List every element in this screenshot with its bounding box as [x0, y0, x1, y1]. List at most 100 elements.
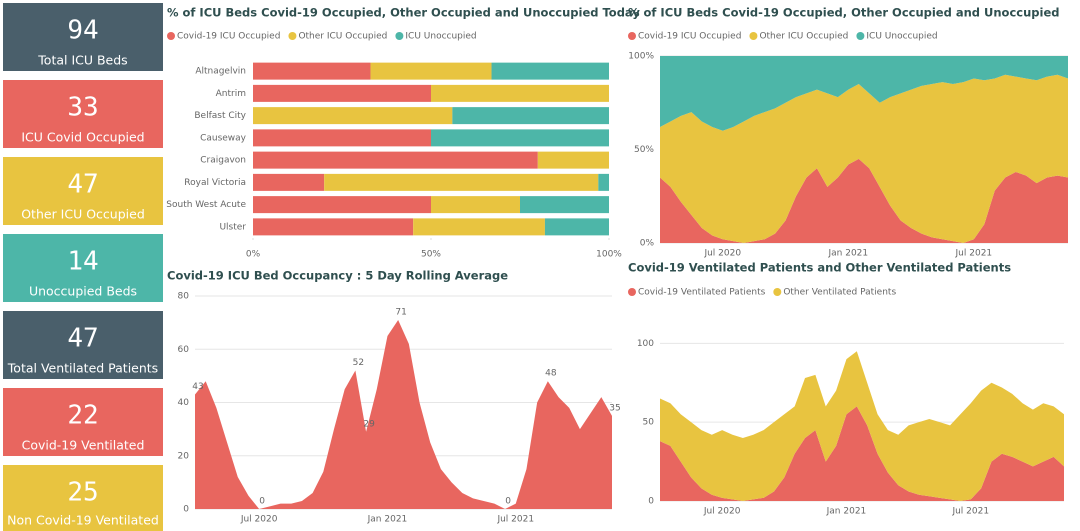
- area: [660, 74, 1068, 243]
- y-tick-label: Causeway: [200, 133, 247, 143]
- kpi-label: Total Ventilated Patients: [7, 361, 158, 376]
- y-tick-label: Royal Victoria: [184, 178, 246, 188]
- y-tick-label: Antrim: [216, 89, 246, 99]
- x-tick-label: 0%: [246, 250, 261, 260]
- x-tick-label: Jul 2020: [240, 515, 278, 525]
- area: [660, 56, 1068, 131]
- data-label: 0: [259, 497, 265, 507]
- x-tick-label: Jul 2020: [703, 249, 741, 259]
- legend-marker: [628, 32, 636, 40]
- legend-label: Other Ventilated Patients: [783, 288, 896, 298]
- kpi-label: ICU Covid Occupied: [21, 130, 144, 145]
- bar-segment: [324, 173, 599, 191]
- kpi-value: 94: [67, 16, 98, 46]
- kpi-card: [3, 3, 163, 71]
- kpi-label: Covid-19 Ventilated: [22, 438, 145, 453]
- data-label: 29: [363, 419, 375, 429]
- y-tick-label: 80: [178, 292, 190, 302]
- kpi-value: 14: [67, 247, 98, 277]
- bar-segment: [544, 218, 609, 236]
- legend-label: Covid-19 Ventilated Patients: [638, 288, 766, 298]
- chart-title: % of ICU Beds Covid-19 Occupied, Other O…: [167, 6, 640, 20]
- legend-marker: [773, 288, 782, 296]
- x-tick-label: Jul 2021: [496, 515, 534, 525]
- legend-label: Other ICU Occupied: [298, 32, 387, 42]
- bar-segment: [491, 62, 609, 80]
- x-tick-label: Jul 2020: [703, 507, 741, 517]
- y-tick-label: Ulster: [219, 222, 246, 232]
- kpi-card: [3, 234, 163, 302]
- kpi-label: Other ICU Occupied: [21, 207, 145, 222]
- bar-segment: [413, 218, 545, 236]
- chart-title: % of ICU Beds Covid-19 Occupied, Other O…: [628, 6, 1059, 20]
- y-tick-label: 0: [648, 497, 654, 507]
- y-tick-label: 100%: [628, 52, 654, 62]
- legend-label: ICU Unoccupied: [866, 32, 937, 42]
- legend-label: Covid-19 ICU Occupied: [177, 32, 280, 42]
- legend-marker: [167, 32, 175, 40]
- bar-segment: [253, 196, 431, 214]
- x-tick-label: Jan 2021: [827, 249, 868, 259]
- kpi-card: [3, 388, 163, 456]
- area: [195, 319, 612, 509]
- bar-segment: [253, 218, 414, 236]
- y-tick-label: Belfast City: [194, 111, 246, 121]
- bar-segment: [253, 129, 431, 147]
- bar-segment: [253, 151, 538, 169]
- y-tick-label: 50%: [634, 145, 654, 155]
- y-tick-label: 100: [637, 339, 654, 349]
- y-tick-label: 50: [643, 418, 655, 428]
- bar-segment: [253, 84, 431, 102]
- y-tick-label: 0%: [640, 239, 655, 249]
- bar-segment: [598, 173, 609, 191]
- data-label: 71: [395, 307, 406, 317]
- x-tick-label: 100%: [596, 250, 622, 260]
- legend-marker: [395, 32, 404, 40]
- y-tick-label: 60: [178, 345, 190, 355]
- kpi-value: 33: [67, 93, 98, 123]
- x-tick-label: Jul 2021: [951, 507, 989, 517]
- x-tick-label: Jan 2021: [367, 515, 408, 525]
- kpi-value: 47: [67, 324, 98, 354]
- bar-segment: [452, 107, 609, 125]
- area: [660, 351, 1064, 501]
- chart-title: Covid-19 ICU Bed Occupancy : 5 Day Rolli…: [167, 269, 508, 283]
- area: [660, 158, 1068, 243]
- bar-segment: [431, 129, 609, 147]
- kpi-card: [3, 311, 163, 379]
- data-label: 52: [353, 358, 364, 368]
- kpi-label: Unoccupied Beds: [29, 284, 137, 299]
- legend-label: Other ICU Occupied: [759, 32, 848, 42]
- y-tick-label: 0: [183, 505, 189, 515]
- y-tick-label: Altnagelvin: [195, 67, 246, 77]
- kpi-value: 22: [67, 401, 98, 431]
- legend-marker: [749, 32, 758, 40]
- legend-label: Covid-19 ICU Occupied: [638, 32, 741, 42]
- legend-marker: [856, 32, 865, 40]
- kpi-card: [3, 157, 163, 225]
- bar-segment: [253, 107, 453, 125]
- bar-segment: [431, 84, 609, 102]
- bar-segment: [537, 151, 609, 169]
- bar-segment: [253, 173, 325, 191]
- data-label: 35: [609, 403, 620, 413]
- y-tick-label: 20: [178, 451, 190, 461]
- y-tick-label: Craigavon: [200, 156, 246, 166]
- bar-segment: [370, 62, 492, 80]
- kpi-value: 25: [67, 478, 98, 508]
- bar-segment: [431, 196, 520, 214]
- kpi-label: Non Covid-19 Ventilated: [7, 513, 159, 528]
- bar-segment: [253, 62, 371, 80]
- kpi-value: 47: [67, 170, 98, 200]
- legend-marker: [628, 288, 636, 296]
- y-tick-label: 40: [178, 398, 190, 408]
- kpi-card: [3, 80, 163, 148]
- bar-segment: [520, 196, 609, 214]
- legend-label: ICU Unoccupied: [405, 32, 476, 42]
- data-label: 48: [545, 369, 557, 379]
- x-tick-label: Jan 2021: [826, 507, 867, 517]
- y-tick-label: South West Acute: [166, 200, 246, 210]
- x-tick-label: 50%: [421, 250, 441, 260]
- area: [660, 406, 1064, 501]
